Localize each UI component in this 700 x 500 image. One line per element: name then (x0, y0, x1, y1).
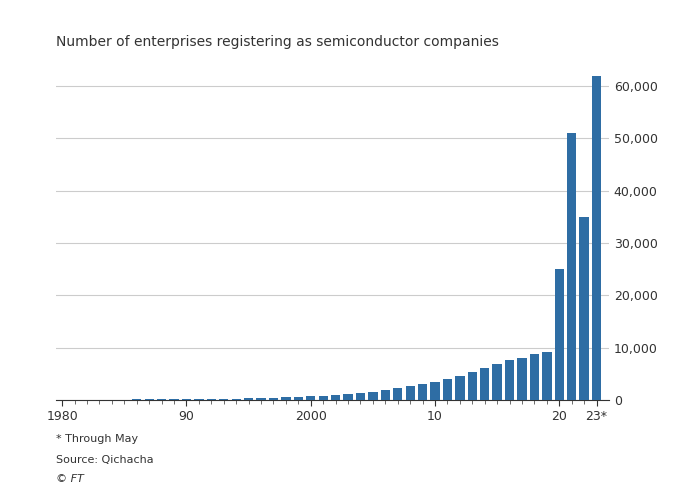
Bar (554, 269, 564, 400)
Bar (281, 398, 290, 400)
Bar (430, 382, 440, 400)
Bar (580, 217, 589, 400)
Bar (318, 396, 328, 400)
Bar (480, 368, 489, 400)
Bar (269, 398, 278, 400)
Bar (567, 133, 576, 400)
Bar (331, 395, 340, 400)
Bar (443, 379, 452, 400)
Bar (493, 364, 502, 400)
Bar (393, 388, 402, 400)
Bar (306, 396, 316, 400)
Bar (206, 399, 216, 400)
Bar (542, 352, 552, 400)
Bar (194, 399, 204, 400)
Bar (356, 393, 365, 400)
Bar (344, 394, 353, 400)
Bar (505, 360, 514, 400)
Text: © FT: © FT (56, 474, 84, 484)
Bar (219, 398, 228, 400)
Text: * Through May: * Through May (56, 434, 138, 444)
Bar (517, 358, 526, 400)
Bar (232, 398, 241, 400)
Bar (381, 390, 390, 400)
Bar (468, 372, 477, 400)
Bar (530, 354, 539, 400)
Bar (405, 386, 415, 400)
Bar (368, 392, 377, 400)
Bar (294, 397, 303, 400)
Text: Source: Qichacha: Source: Qichacha (56, 454, 153, 464)
Bar (418, 384, 427, 400)
Text: Number of enterprises registering as semiconductor companies: Number of enterprises registering as sem… (56, 35, 499, 49)
Bar (592, 76, 601, 400)
Bar (244, 398, 253, 400)
Bar (256, 398, 266, 400)
Bar (455, 376, 465, 400)
